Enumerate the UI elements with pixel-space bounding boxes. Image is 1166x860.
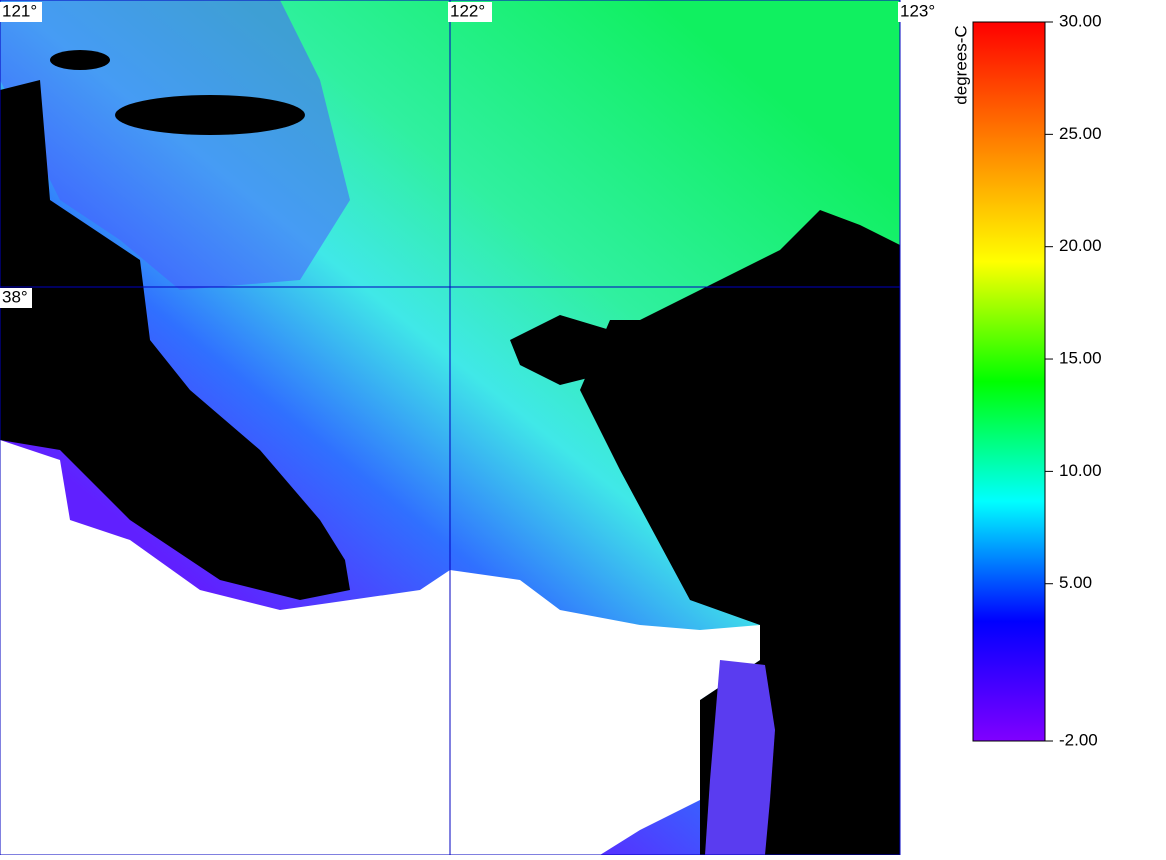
lon-label: 122°	[450, 1, 485, 20]
label-bg	[0, 288, 32, 308]
label-bg	[898, 2, 942, 22]
lon-label: 123°	[900, 1, 935, 20]
label-bg	[0, 2, 42, 22]
tick-label: 20.00	[1059, 236, 1102, 255]
sea-strait	[705, 660, 775, 855]
no-data	[0, 440, 760, 855]
cold-water	[0, 0, 350, 290]
map: 121° 122° 123° 38°	[0, 0, 942, 856]
tick-label: 5.00	[1059, 573, 1092, 592]
tick-label: 25.00	[1059, 124, 1102, 143]
tick-label: -2.00	[1059, 730, 1098, 749]
island	[115, 95, 305, 135]
lon-label: 121°	[2, 1, 37, 20]
island	[50, 50, 110, 70]
tick-label: 30.00	[1059, 11, 1102, 30]
tick-label: 10.00	[1059, 461, 1102, 480]
lat-label: 38°	[2, 287, 28, 306]
colorbar: degrees-C 30.00 25.00 20.00 15.00 10.00 5.00 -…	[951, 11, 1101, 749]
label-bg	[448, 2, 492, 22]
island	[510, 315, 610, 385]
land	[580, 210, 900, 855]
colorbar-scale	[972, 21, 1046, 742]
tick-label: 15.00	[1059, 349, 1102, 368]
land	[0, 80, 350, 600]
colorbar-title: degrees-C	[951, 25, 970, 104]
